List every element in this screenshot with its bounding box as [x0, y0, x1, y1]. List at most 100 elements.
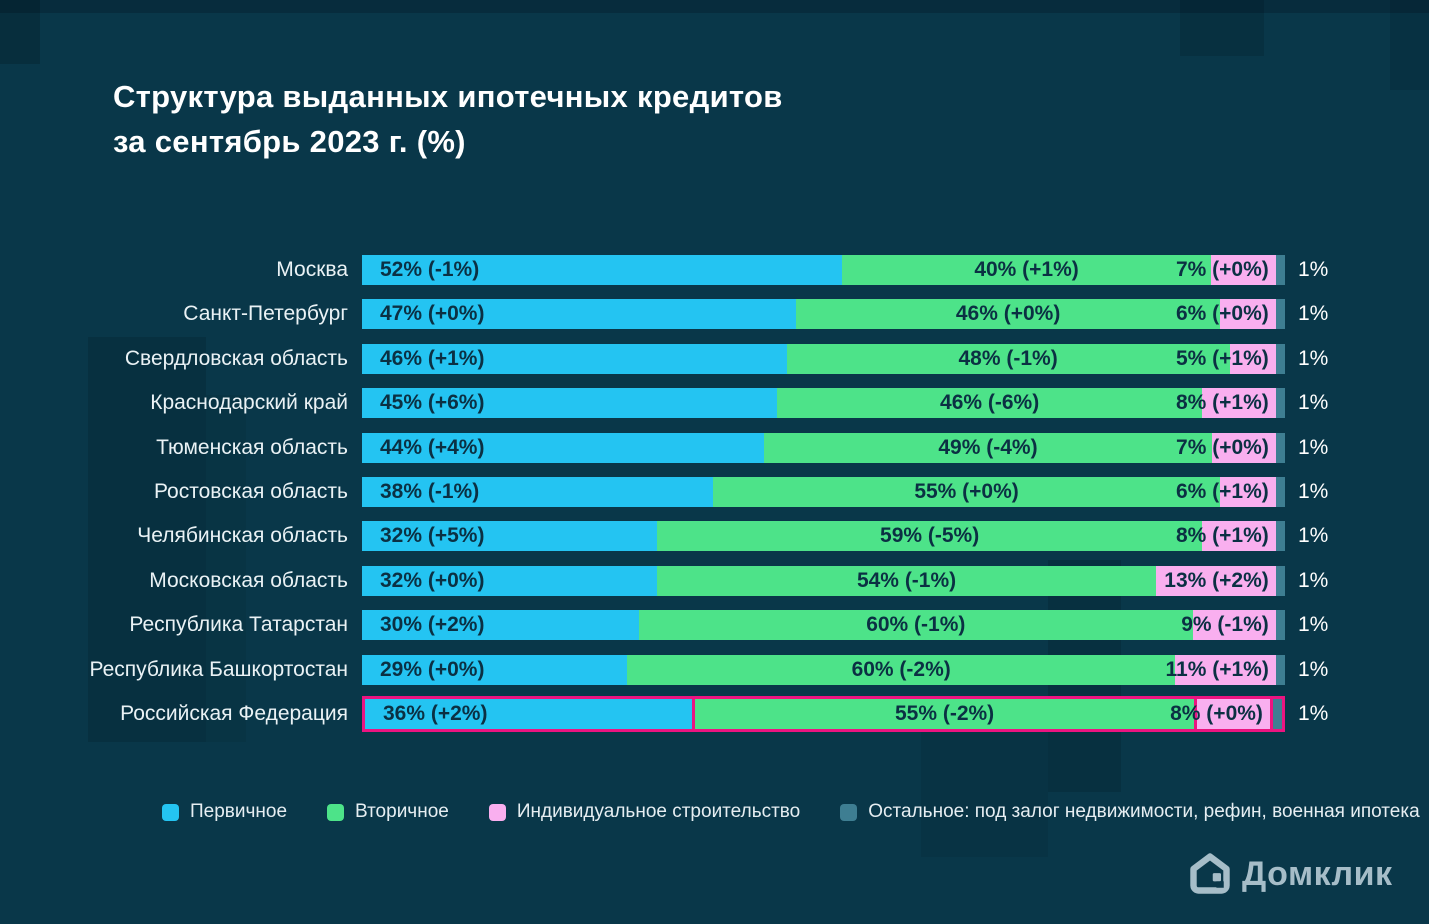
segment-value-label: 32% (+0%) [380, 568, 485, 592]
stacked-bar: 30% (+2%) 60% (-1%) 9% (-1%) [362, 610, 1285, 641]
segment-value-label: 7% (+0%) [1175, 258, 1269, 281]
chart-title-line1: Структура выданных ипотечных кредитов [113, 79, 783, 114]
region-label: Челябинская область [137, 524, 348, 548]
region-label: Российская Федерация [120, 701, 348, 725]
region-label: Тюменская область [156, 435, 348, 459]
bar-segment-other [1275, 432, 1285, 463]
chart-area: Москва 52% (-1%) 40% (+1%) 7% (+0%) 1% С… [0, 255, 1429, 743]
bar-segment-primary: 36% (+2%) [365, 698, 695, 729]
bar-segment-secondary: 54% (-1%) [657, 565, 1156, 596]
stacked-bar: 44% (+4%) 49% (-4%) 7% (+0%) [362, 432, 1285, 463]
region-label: Санкт-Петербург [183, 302, 348, 326]
segment-value-label: 60% (-2%) [851, 657, 951, 681]
background-shape [1390, 0, 1429, 90]
bar-segment-other [1275, 476, 1285, 507]
region-label: Краснодарский край [150, 391, 348, 415]
bar-segment-secondary: 40% (+1%) [841, 255, 1212, 285]
other-value-label: 1% [1298, 568, 1329, 592]
region-label: Республика Татарстан [129, 613, 348, 637]
chart-row: Санкт-Петербург 47% (+0%) 46% (+0%) 6% (… [0, 299, 1429, 330]
chart-title: Структура выданных ипотечных кредитов за… [113, 74, 783, 164]
segment-value-label: 9% (-1%) [1181, 613, 1269, 637]
other-value-label: 1% [1298, 701, 1329, 725]
other-value-label: 1% [1298, 524, 1329, 548]
bar-segment-secondary: 46% (+0%) [795, 299, 1221, 330]
chart-title-line2: за сентябрь 2023 г. (%) [113, 124, 466, 159]
segment-value-label: 55% (+0%) [914, 479, 1019, 503]
bar-segment-secondary: 48% (-1%) [786, 343, 1230, 374]
bar-segment-primary: 29% (+0%) [362, 654, 628, 685]
other-value-label: 1% [1298, 346, 1329, 370]
legend-swatch-icon [488, 803, 506, 821]
region-label: Ростовская область [153, 479, 348, 503]
bar-segment-primary: 38% (-1%) [362, 476, 713, 507]
segment-value-label: 46% (+1%) [380, 346, 485, 370]
segment-value-label: 45% (+6%) [380, 391, 485, 415]
stacked-bar: 29% (+0%) 60% (-2%) 11% (+1%) [362, 654, 1285, 685]
chart-row: Москва 52% (-1%) 40% (+1%) 7% (+0%) 1% [0, 255, 1429, 285]
segment-value-label: 6% (+0%) [1175, 302, 1269, 326]
legend-item: Первичное [162, 801, 287, 823]
segment-value-label: 38% (-1%) [380, 479, 480, 503]
segment-value-label: 8% (+1%) [1175, 391, 1269, 415]
segment-value-label: 36% (+2%) [383, 701, 488, 725]
legend-item: Вторичное [327, 801, 449, 823]
stacked-bar: 38% (-1%) 55% (+0%) 6% (+1%) [362, 476, 1285, 507]
bar-segment-individual: 11% (+1%) [1166, 654, 1276, 685]
bar-segment-secondary: 59% (-5%) [657, 521, 1202, 552]
bar-segment-other [1275, 343, 1285, 374]
bar-segment-primary: 45% (+6%) [362, 388, 778, 419]
region-label: Московская область [149, 568, 348, 592]
legend-item: Остальное: под залог недвижимости, рефин… [840, 801, 1420, 823]
background-shape [0, 0, 40, 64]
segment-value-label: 48% (-1%) [958, 346, 1058, 370]
stacked-bar: 36% (+2%) 55% (-2%) 8% (+0%) [362, 695, 1285, 732]
legend-swatch-icon [327, 803, 345, 821]
stacked-bar: 32% (+5%) 59% (-5%) 8% (+1%) [362, 521, 1285, 552]
region-label: Свердловская область [124, 346, 348, 370]
segment-value-label: 54% (-1%) [856, 568, 957, 592]
bar-segment-primary: 52% (-1%) [362, 255, 842, 285]
chart-row: Московская область 32% (+0%) 54% (-1%) 1… [0, 565, 1429, 596]
segment-value-label: 60% (-1%) [866, 613, 966, 637]
bar-segment-secondary: 49% (-4%) [764, 432, 1212, 463]
chart-row: Челябинская область 32% (+5%) 59% (-5%) … [0, 521, 1429, 552]
segment-value-label: 55% (-2%) [894, 701, 995, 725]
bar-segment-secondary: 60% (-1%) [638, 610, 1193, 641]
bar-segment-primary: 46% (+1%) [362, 343, 787, 374]
other-value-label: 1% [1298, 435, 1329, 459]
segment-value-label: 7% (+0%) [1176, 435, 1269, 459]
bar-segment-other [1275, 654, 1285, 685]
region-label: Москва [276, 258, 348, 281]
chart-row: Краснодарский край 45% (+6%) 46% (-6%) 8… [0, 388, 1429, 419]
bar-segment-primary: 30% (+2%) [362, 610, 639, 641]
segment-value-label: 8% (+0%) [1170, 701, 1263, 725]
bar-segment-other [1275, 388, 1285, 419]
segment-value-label: 46% (+0%) [955, 302, 1061, 326]
other-value-label: 1% [1298, 657, 1329, 681]
domclick-logo-text: Домклик [1242, 854, 1393, 893]
bar-segment-other [1275, 610, 1285, 641]
other-value-label: 1% [1298, 479, 1329, 503]
stacked-bar: 45% (+6%) 46% (-6%) 8% (+1%) [362, 388, 1285, 419]
legend-label: Вторичное [355, 801, 449, 822]
bar-segment-primary: 47% (+0%) [362, 299, 796, 330]
bar-segment-primary: 32% (+5%) [362, 521, 658, 552]
other-value-label: 1% [1298, 391, 1329, 415]
background-shape [0, 0, 1429, 13]
bar-segment-individual: 13% (+2%) [1155, 565, 1276, 596]
legend-item: Индивидуальное строительство [488, 801, 800, 823]
bar-segment-secondary: 60% (-2%) [627, 654, 1176, 685]
chart-row: Республика Башкортостан 29% (+0%) 60% (-… [0, 654, 1429, 685]
bar-segment-individual: 8% (+1%) [1176, 521, 1276, 552]
bar-segment-secondary: 46% (-6%) [777, 388, 1202, 419]
segment-value-label: 44% (+4%) [380, 435, 485, 459]
bar-segment-individual: 6% (+0%) [1176, 299, 1276, 330]
stacked-bar: 47% (+0%) 46% (+0%) 6% (+0%) [362, 299, 1285, 330]
legend-swatch-icon [162, 803, 179, 821]
segment-value-label: 11% (+1%) [1165, 657, 1269, 681]
chart-row: Ростовская область 38% (-1%) 55% (+0%) 6… [0, 476, 1429, 507]
segment-value-label: 32% (+5%) [380, 524, 485, 548]
stacked-bar: 32% (+0%) 54% (-1%) 13% (+2%) [362, 565, 1285, 596]
